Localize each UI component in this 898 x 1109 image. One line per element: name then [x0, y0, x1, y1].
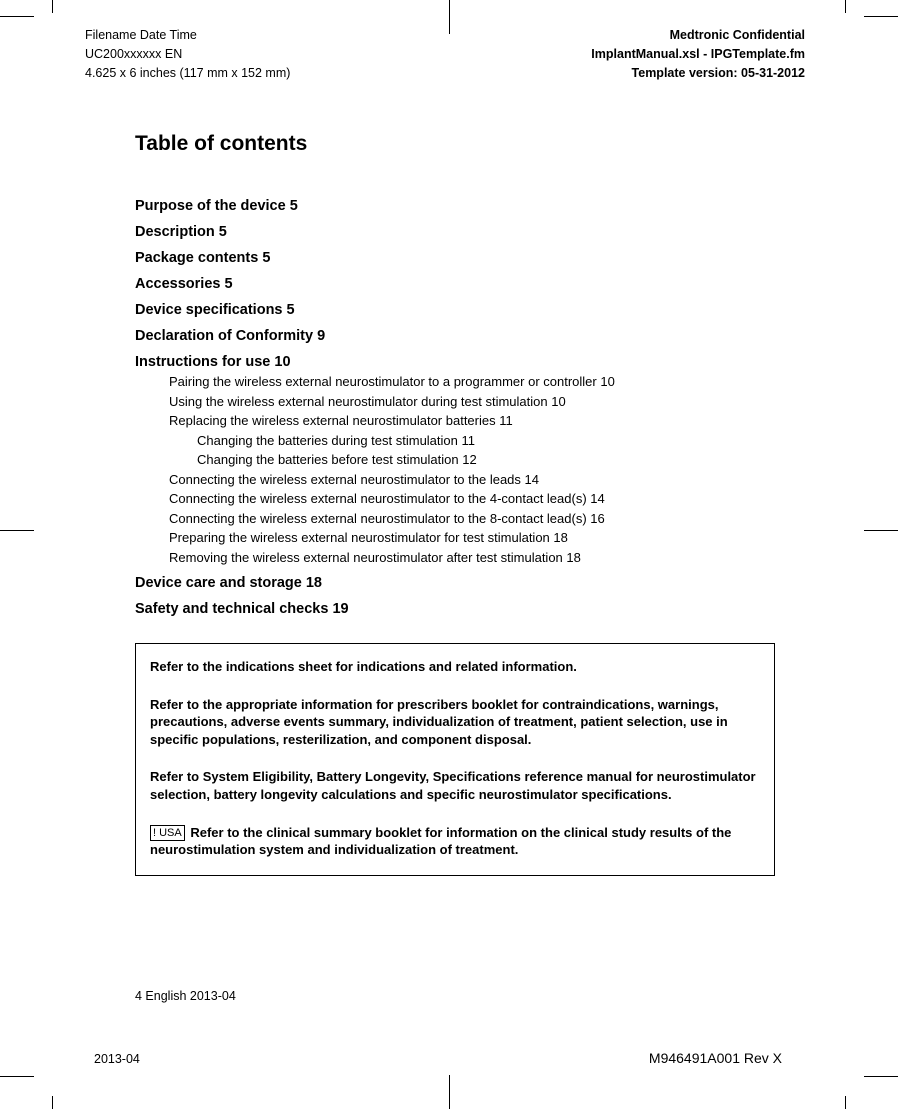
toc-entry: Instructions for use 10 — [135, 354, 775, 370]
header-template-file: ImplantManual.xsl - IPGTemplate.fm — [591, 45, 805, 64]
toc-subentry: Preparing the wireless external neurosti… — [169, 528, 775, 548]
footer-page-lang: 4 English 2013-04 — [135, 989, 236, 1003]
cropmark — [52, 0, 53, 13]
toc-entry: Declaration of Conformity 9 — [135, 328, 775, 344]
cropmark — [0, 530, 34, 531]
footer-date: 2013-04 — [94, 1052, 140, 1066]
toc-subentry-2: Changing the batteries during test stimu… — [197, 431, 775, 451]
cropmark — [845, 1096, 846, 1109]
toc-entry: Safety and technical checks 19 — [135, 601, 775, 617]
cropmark — [864, 16, 898, 17]
toc-subentry: Removing the wireless external neurostim… — [169, 548, 775, 568]
toc-subentry: Connecting the wireless external neurost… — [169, 489, 775, 509]
page-title: Table of contents — [135, 132, 775, 156]
usa-badge: ! USA — [150, 825, 185, 842]
toc-subentry-2: Changing the batteries before test stimu… — [197, 450, 775, 470]
toc-subentry: Replacing the wireless external neurosti… — [169, 411, 775, 431]
box-paragraph: ! USA Refer to the clinical summary book… — [150, 824, 760, 859]
cropmark — [864, 530, 898, 531]
box-paragraph-text: Refer to the clinical summary booklet fo… — [150, 825, 731, 858]
header-uc: UC200xxxxxx EN — [85, 45, 290, 64]
footer-docnum: M946491A001 Rev X — [649, 1050, 782, 1066]
info-box: Refer to the indications sheet for indic… — [135, 643, 775, 876]
page: Filename Date Time UC200xxxxxx EN 4.625 … — [85, 0, 805, 1109]
toc-entry: Description 5 — [135, 224, 775, 240]
toc-subentry: Connecting the wireless external neurost… — [169, 509, 775, 529]
header-right: Medtronic Confidential ImplantManual.xsl… — [591, 26, 805, 82]
header-filename: Filename Date Time — [85, 26, 290, 45]
box-paragraph: Refer to the appropriate information for… — [150, 696, 760, 749]
header-template-version: Template version: 05-31-2012 — [591, 64, 805, 83]
content-area: Table of contents Purpose of the device … — [85, 82, 805, 876]
toc-entry: Purpose of the device 5 — [135, 198, 775, 214]
toc-subentry: Pairing the wireless external neurostimu… — [169, 372, 775, 392]
toc-entry: Accessories 5 — [135, 276, 775, 292]
toc-entry: Package contents 5 — [135, 250, 775, 266]
header-confidential: Medtronic Confidential — [591, 26, 805, 45]
cropmark — [864, 1076, 898, 1077]
box-paragraph: Refer to System Eligibility, Battery Lon… — [150, 768, 760, 803]
toc-entry: Device care and storage 18 — [135, 575, 775, 591]
header-left: Filename Date Time UC200xxxxxx EN 4.625 … — [85, 26, 290, 82]
cropmark — [52, 1096, 53, 1109]
toc-subentry: Using the wireless external neurostimula… — [169, 392, 775, 412]
toc-subentry: Connecting the wireless external neurost… — [169, 470, 775, 490]
toc-entry: Device specifications 5 — [135, 302, 775, 318]
box-paragraph: Refer to the indications sheet for indic… — [150, 658, 760, 676]
cropmark — [0, 16, 34, 17]
header-size: 4.625 x 6 inches (117 mm x 152 mm) — [85, 64, 290, 83]
cropmark — [0, 1076, 34, 1077]
page-header: Filename Date Time UC200xxxxxx EN 4.625 … — [85, 0, 805, 82]
cropmark — [845, 0, 846, 13]
